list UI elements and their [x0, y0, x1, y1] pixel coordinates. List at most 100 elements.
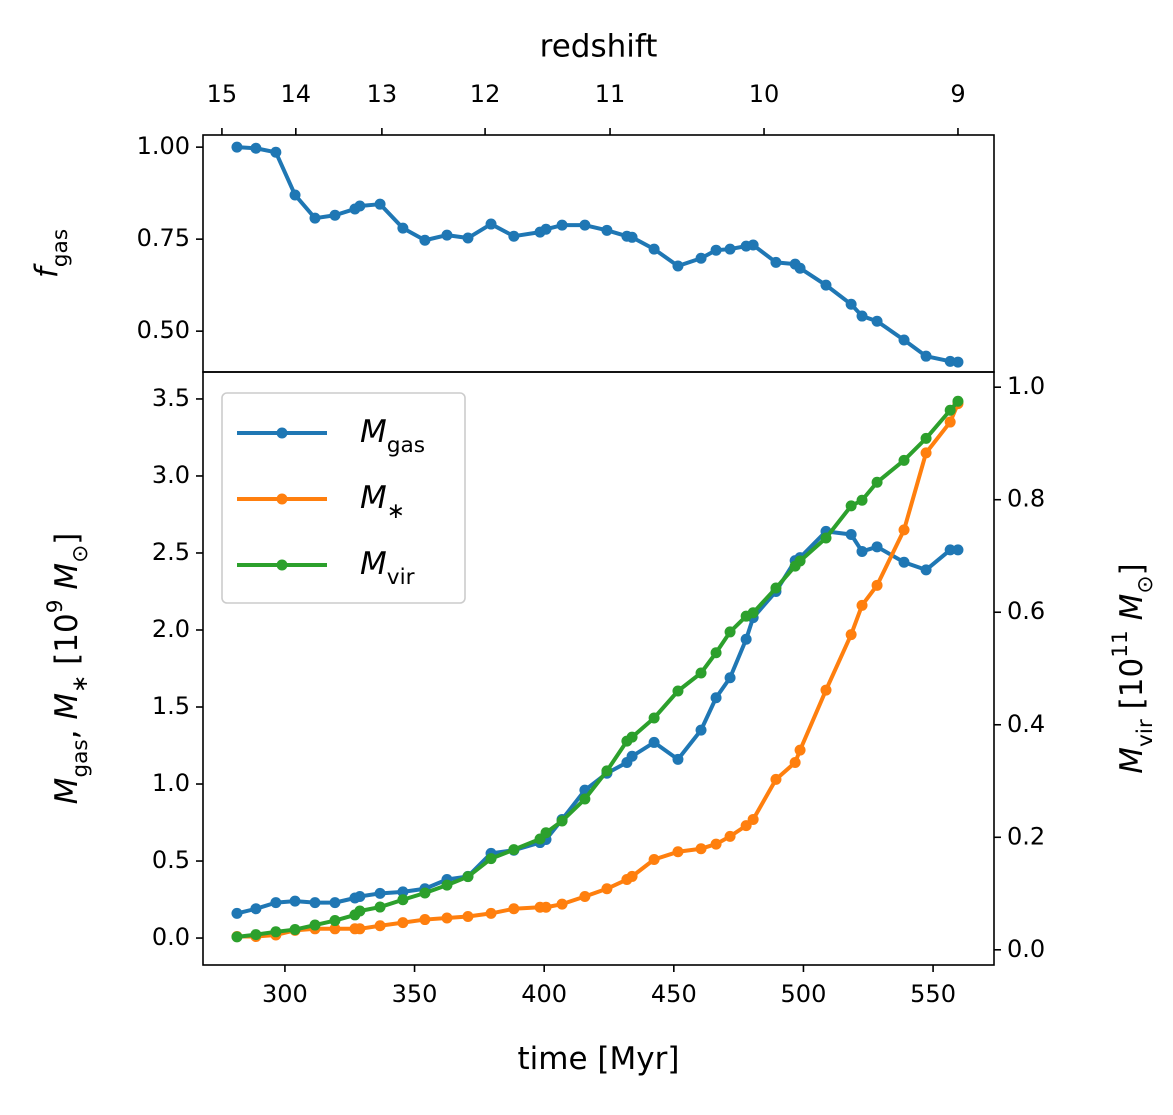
- y-tick-label: 3.0: [152, 461, 190, 489]
- x-tick-label: 450: [651, 980, 697, 1008]
- series-point: [845, 629, 857, 641]
- series-point: [724, 830, 736, 842]
- y-tick-label: 1.5: [152, 692, 190, 720]
- series-point: [419, 887, 431, 899]
- series-point: [898, 524, 910, 536]
- series-point: [309, 897, 321, 909]
- series-point: [747, 607, 759, 619]
- series-point: [485, 853, 497, 865]
- series-point: [770, 256, 782, 268]
- series-point: [952, 356, 964, 368]
- label-part: ,: [49, 720, 85, 740]
- x-tick-label: 500: [781, 980, 827, 1008]
- series-point: [794, 555, 806, 567]
- series-point: [871, 541, 883, 553]
- series-point: [695, 252, 707, 264]
- series-point: [397, 222, 409, 234]
- series-point: [540, 827, 552, 839]
- label-part: ⊙: [1133, 575, 1158, 593]
- series-point: [747, 239, 759, 251]
- series-point: [508, 903, 520, 915]
- series-point: [695, 724, 707, 736]
- series-point: [871, 579, 883, 591]
- x2-tick-label: 10: [749, 80, 780, 108]
- series-point: [794, 744, 806, 756]
- label-part: [49, 590, 85, 600]
- x2-tick-label: 12: [470, 80, 501, 108]
- legend-box: [221, 392, 466, 604]
- y2-tick-label: 0.0: [1007, 935, 1045, 963]
- series-point: [462, 871, 474, 883]
- label-part: ∗: [68, 675, 93, 693]
- series-point: [710, 838, 722, 850]
- series-point: [485, 907, 497, 919]
- y-tick-label: 3.5: [152, 384, 190, 412]
- series-point: [648, 736, 660, 748]
- series-point: [920, 447, 932, 459]
- label-part: 11: [1108, 630, 1133, 658]
- series-point: [397, 886, 409, 898]
- series-point: [648, 712, 660, 724]
- series-point: [871, 315, 883, 327]
- legend-label: Mgas: [360, 414, 425, 458]
- label-part: gas: [48, 229, 73, 267]
- series-point: [309, 919, 321, 931]
- y2-tick-label: 0.6: [1007, 597, 1045, 625]
- legend-marker: [276, 427, 288, 439]
- x2-axis-label: redshift: [540, 29, 658, 65]
- series-point: [601, 883, 613, 895]
- x-tick-label: 300: [262, 980, 308, 1008]
- series-point: [845, 528, 857, 540]
- series-point: [770, 582, 782, 594]
- axes-frame: [202, 371, 995, 966]
- legend-label: M∗: [360, 480, 405, 524]
- series-point: [309, 212, 321, 224]
- y2-axis-label: Mvir [1011 M⊙]: [1108, 563, 1158, 773]
- y-tick-label: 0.50: [137, 316, 190, 344]
- series-point: [626, 231, 638, 243]
- legend-marker: [276, 493, 288, 505]
- series-point: [579, 890, 591, 902]
- label-part: [10: [1114, 658, 1150, 719]
- series-point: [419, 234, 431, 246]
- series-point: [856, 545, 868, 557]
- series-point: [485, 218, 497, 230]
- y-tick-label: 1.00: [137, 132, 190, 160]
- label-part: M: [360, 480, 387, 516]
- label-part: M: [360, 414, 387, 450]
- series-point: [856, 310, 868, 322]
- axes-frame: [202, 134, 995, 373]
- series-point: [920, 432, 932, 444]
- y-tick-label: 2.5: [152, 538, 190, 566]
- series-point: [648, 243, 660, 255]
- series-point: [710, 692, 722, 704]
- series-point: [289, 924, 301, 936]
- y2-tick-label: 0.2: [1007, 822, 1045, 850]
- series-point: [289, 895, 301, 907]
- series-point: [397, 917, 409, 929]
- x-tick-label: 400: [521, 980, 567, 1008]
- series-point: [374, 198, 386, 210]
- series-point: [419, 914, 431, 926]
- label-part: vir: [1133, 719, 1158, 747]
- label-part: M: [49, 563, 85, 590]
- x2-tick-label: 13: [367, 80, 398, 108]
- series-point: [556, 898, 568, 910]
- series-point: [556, 219, 568, 231]
- series-point: [441, 229, 453, 241]
- series-point: [845, 298, 857, 310]
- label-part: M: [49, 778, 85, 805]
- series-point: [354, 890, 366, 902]
- series-point: [270, 146, 282, 158]
- series-point: [724, 672, 736, 684]
- series-point: [672, 685, 684, 697]
- series-point: [354, 905, 366, 917]
- y-axis-label: Mgas, M∗ [109 M⊙]: [43, 533, 93, 805]
- series-point: [856, 599, 868, 611]
- x-axis-label: time [Myr]: [518, 1041, 680, 1077]
- series-point: [695, 843, 707, 855]
- label-part: M: [360, 546, 387, 582]
- label-part: ]: [49, 533, 85, 545]
- series-point: [845, 500, 857, 512]
